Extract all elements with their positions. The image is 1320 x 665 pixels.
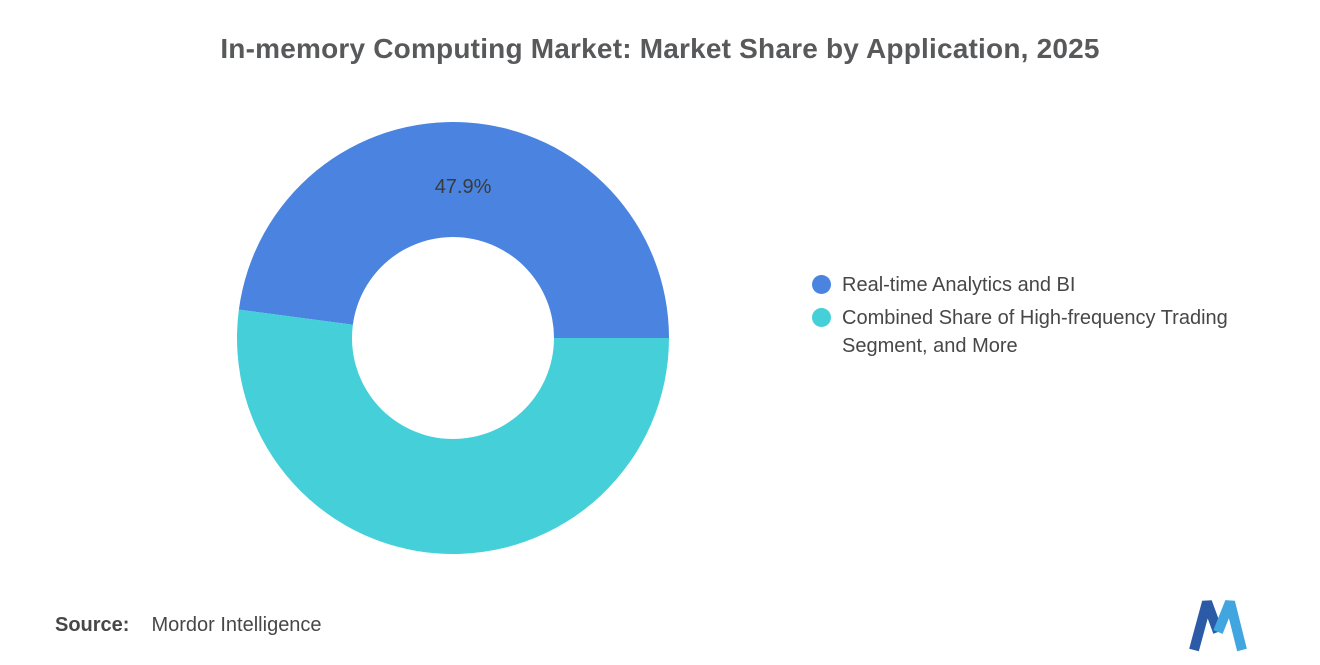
legend-swatch-icon bbox=[812, 308, 831, 327]
legend-label: Combined Share of High-frequency Trading… bbox=[842, 307, 1228, 357]
legend-item-combined-share[interactable]: Combined Share of High-frequency Trading… bbox=[812, 304, 1277, 360]
source-label: Source: bbox=[55, 614, 130, 636]
legend-item-real-time-analytics[interactable]: Real-time Analytics and BI bbox=[812, 271, 1277, 299]
source-row: Source: Mordor Intelligence bbox=[55, 614, 322, 637]
mordor-intelligence-logo bbox=[1189, 600, 1247, 652]
donut-slice-1[interactable] bbox=[237, 309, 670, 554]
donut-slice-0[interactable] bbox=[238, 121, 669, 338]
legend-swatch-icon bbox=[812, 275, 831, 294]
legend-label: Real-time Analytics and BI bbox=[842, 274, 1076, 296]
source-value: Mordor Intelligence bbox=[151, 614, 322, 636]
slice-data-label: 47.9% bbox=[435, 176, 492, 198]
legend: Real-time Analytics and BI Combined Shar… bbox=[812, 271, 1277, 365]
chart-title: In-memory Computing Market: Market Share… bbox=[220, 33, 1100, 64]
